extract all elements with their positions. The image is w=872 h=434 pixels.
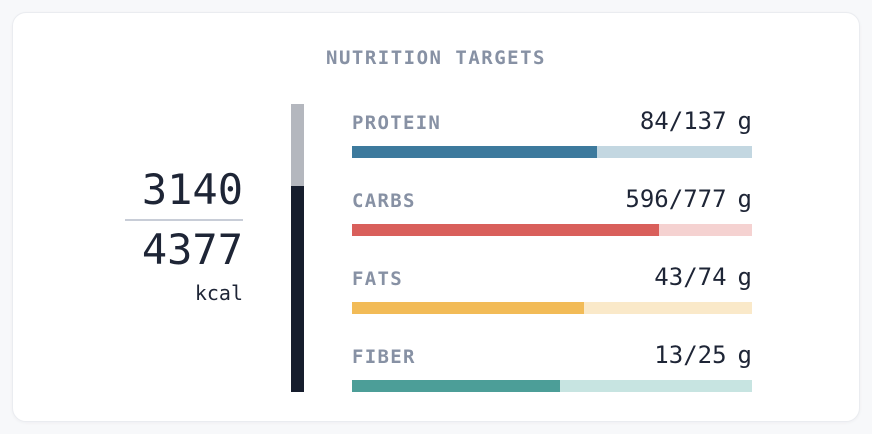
- progress-track: [352, 302, 752, 314]
- calorie-progress-bar: [291, 104, 304, 392]
- progress-fill: [352, 302, 585, 314]
- nutrient-value: 13/25 g: [654, 341, 752, 369]
- nutrient-unit: g: [737, 107, 752, 135]
- calorie-target: 4377: [141, 225, 243, 274]
- progress-track: [352, 146, 752, 158]
- card-title: NUTRITION TARGETS: [326, 47, 546, 69]
- nutrient-label: FATS: [352, 268, 403, 290]
- nutrient-row-fiber: FIBER 13/25 g: [352, 343, 752, 392]
- calorie-divider: [125, 219, 243, 221]
- calorie-bar-fill: [291, 185, 304, 392]
- progress-fill: [352, 146, 598, 158]
- progress-fill: [352, 224, 659, 236]
- nutrient-row-carbs: CARBS 596/777 g: [352, 187, 752, 236]
- calorie-summary: 3140 4377 kcal: [111, 166, 243, 305]
- nutrient-value: 84/137 g: [639, 107, 752, 135]
- nutrient-label: FIBER: [352, 346, 416, 368]
- nutrient-value: 43/74 g: [654, 263, 752, 291]
- nutrient-row-fats: FATS 43/74 g: [352, 265, 752, 314]
- calorie-unit: kcal: [194, 281, 243, 305]
- nutrient-row-protein: PROTEIN 84/137 g: [352, 109, 752, 158]
- progress-track: [352, 380, 752, 392]
- nutrient-unit: g: [737, 185, 752, 213]
- nutrient-unit: g: [737, 263, 752, 291]
- nutrient-label: CARBS: [352, 190, 416, 212]
- nutrient-unit: g: [737, 341, 752, 369]
- nutrient-label: PROTEIN: [352, 112, 442, 134]
- nutrient-value: 596/777 g: [625, 185, 752, 213]
- nutrition-targets-card: NUTRITION TARGETS 3140 4377 kcal PROTEIN…: [12, 12, 860, 422]
- progress-track: [352, 224, 752, 236]
- calorie-current: 3140: [141, 165, 243, 214]
- progress-fill: [352, 380, 560, 392]
